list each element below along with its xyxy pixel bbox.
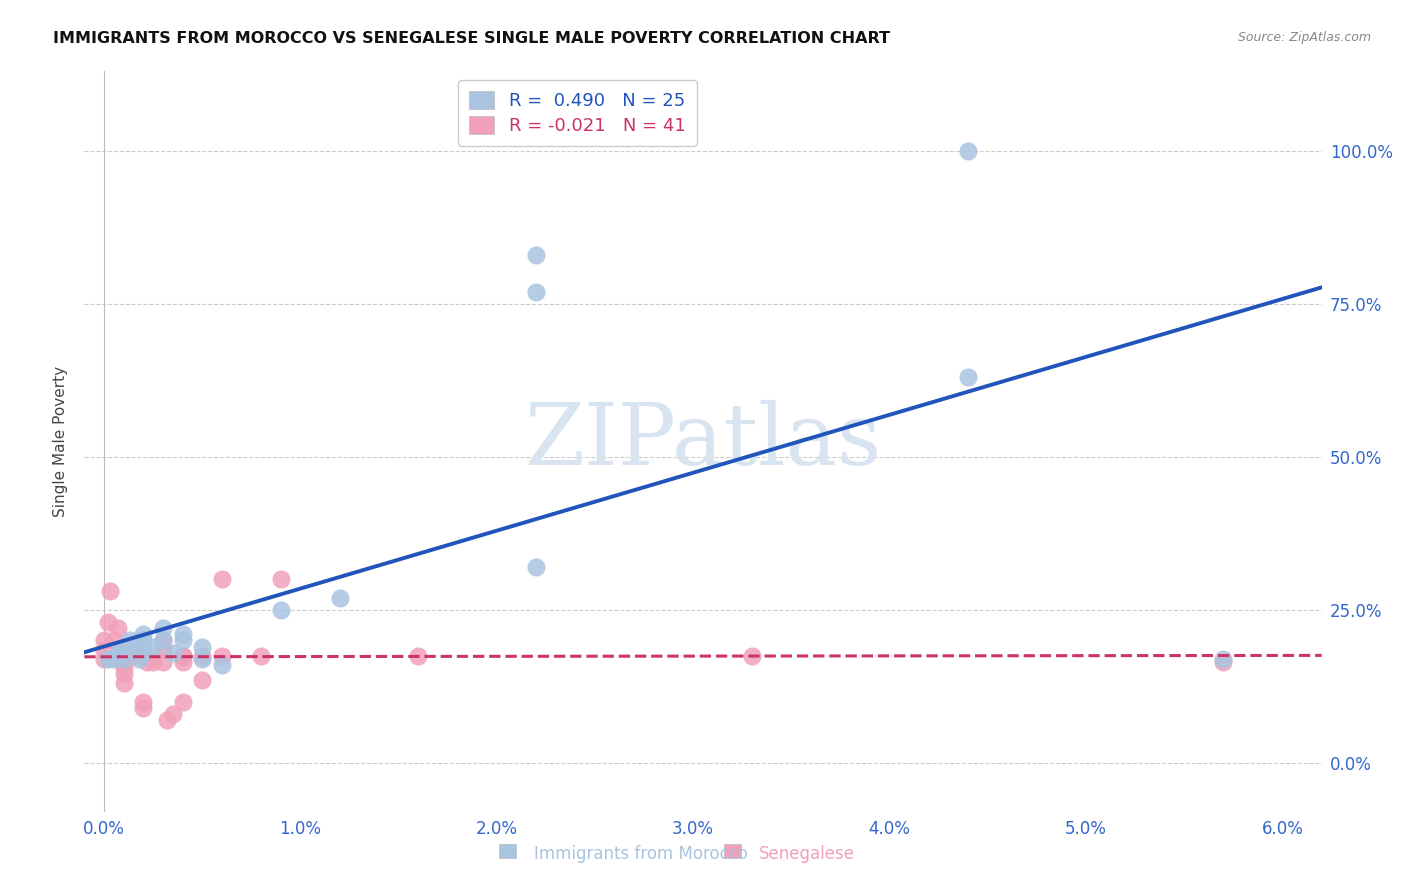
Point (329, 591, 352, 605)
Point (406, 648, 429, 663)
Point (152, 633, 174, 648)
Point (211, 572, 233, 586)
Point (270, 572, 292, 586)
Point (270, 603, 292, 617)
Point (172, 633, 194, 648)
Point (118, 633, 141, 648)
Point (97, 615, 120, 629)
Point (122, 640, 145, 654)
Point (117, 648, 139, 663)
Point (524, 560, 547, 574)
Point (112, 667, 135, 681)
Point (93, 652, 115, 666)
Point (103, 652, 125, 666)
Point (112, 640, 135, 654)
Point (112, 652, 135, 666)
Point (122, 648, 145, 663)
Point (152, 633, 174, 648)
Point (152, 642, 174, 657)
Point (156, 713, 179, 727)
Point (191, 673, 214, 688)
Text: Immigrants from Morocco: Immigrants from Morocco (534, 846, 748, 863)
Point (132, 627, 155, 641)
Point (107, 646, 129, 660)
Point (98, 584, 121, 599)
Point (162, 646, 184, 660)
Point (741, 648, 763, 663)
Y-axis label: Single Male Poverty: Single Male Poverty (53, 366, 69, 517)
Point (172, 695, 194, 709)
Text: IMMIGRANTS FROM MOROCCO VS SENEGALESE SINGLE MALE POVERTY CORRELATION CHART: IMMIGRANTS FROM MOROCCO VS SENEGALESE SI… (53, 31, 890, 46)
Point (112, 646, 135, 660)
Point (172, 648, 194, 663)
Point (142, 640, 165, 654)
Point (1212, 652, 1234, 666)
Point (211, 648, 233, 663)
Point (152, 621, 174, 635)
FancyBboxPatch shape (724, 844, 741, 858)
Text: Source: ZipAtlas.com: Source: ZipAtlas.com (1237, 31, 1371, 45)
Point (132, 633, 155, 648)
Point (127, 642, 149, 657)
Point (128, 652, 150, 666)
Point (524, 285, 547, 299)
FancyBboxPatch shape (499, 844, 516, 858)
Point (191, 652, 214, 666)
Point (132, 648, 155, 663)
Point (103, 633, 125, 648)
Point (112, 676, 135, 690)
Point (108, 652, 131, 666)
Point (172, 655, 194, 669)
Point (524, 248, 547, 262)
Point (112, 661, 135, 675)
Point (191, 640, 214, 654)
Point (93, 633, 115, 648)
Point (1212, 655, 1234, 669)
Point (957, 370, 980, 384)
Point (97, 652, 120, 666)
Point (211, 657, 233, 672)
Point (957, 144, 980, 158)
Point (172, 648, 194, 663)
Point (162, 706, 184, 721)
Point (132, 646, 155, 660)
Point (107, 621, 129, 635)
Text: Senegalese: Senegalese (759, 846, 855, 863)
Point (132, 642, 155, 657)
Legend: R =  0.490   N = 25, R = -0.021   N = 41: R = 0.490 N = 25, R = -0.021 N = 41 (458, 80, 696, 146)
Point (93, 642, 115, 657)
Point (132, 700, 155, 714)
Point (136, 655, 159, 669)
Point (142, 655, 165, 669)
Text: ZIPatlas: ZIPatlas (524, 400, 882, 483)
Point (250, 648, 273, 663)
Point (132, 695, 155, 709)
Point (191, 648, 214, 663)
Point (118, 648, 141, 663)
Point (112, 655, 135, 669)
Point (152, 655, 174, 669)
Point (172, 627, 194, 641)
